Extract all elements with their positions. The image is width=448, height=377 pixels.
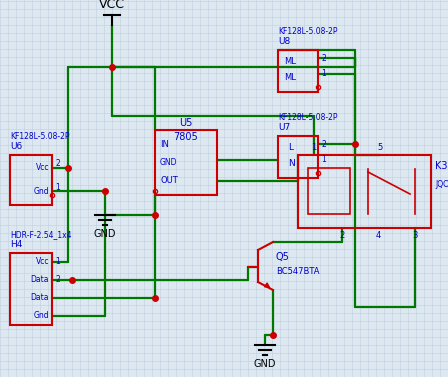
Bar [278,50,318,92]
Text: GND: GND [254,359,276,369]
Text: 2: 2 [321,54,326,63]
Text: Vcc: Vcc [35,257,49,267]
Text: ML: ML [284,73,296,82]
Text: 1: 1 [311,143,317,152]
Text: 3: 3 [412,231,418,240]
Text: IN: IN [160,140,169,149]
Text: GND: GND [94,229,116,239]
Text: Gnd: Gnd [33,187,49,196]
Text: 1: 1 [321,155,326,164]
Text: L: L [288,143,293,152]
Text: Q5: Q5 [276,252,290,262]
Text: 5: 5 [378,143,383,152]
Bar [10,253,52,325]
Text: 7805: 7805 [174,132,198,142]
Text: U5: U5 [179,118,193,128]
Text: Data: Data [30,294,49,302]
Text: 4: 4 [375,231,380,240]
Text: 2: 2 [339,231,345,240]
Bar [278,136,318,178]
Text: 2: 2 [321,140,326,149]
Text: JQC-3FF/12VDC-: JQC-3FF/12VDC- [435,180,448,189]
Text: KF128L-5.08-2P: KF128L-5.08-2P [10,132,69,141]
Text: OUT: OUT [160,176,178,185]
Text: BC547BTA: BC547BTA [276,267,319,276]
Text: HDR-F-2.54_1x4: HDR-F-2.54_1x4 [10,230,72,239]
Text: N: N [288,159,295,168]
Text: Vcc: Vcc [35,163,49,172]
Text: 1: 1 [55,183,60,192]
Text: Data: Data [30,276,49,285]
Text: K3: K3 [435,161,448,171]
Text: U8: U8 [278,37,290,46]
Bar [155,130,217,195]
Text: VCC: VCC [99,0,125,11]
Text: U6: U6 [10,142,22,151]
Text: KF128L-5.08-2P: KF128L-5.08-2P [278,113,337,122]
Text: U7: U7 [278,123,290,132]
Text: 1: 1 [321,69,326,78]
Text: ML: ML [284,57,296,66]
Bar [10,155,52,205]
Text: KF128L-5.08-2P: KF128L-5.08-2P [278,27,337,36]
Text: GND: GND [160,158,177,167]
Text: 1: 1 [55,257,60,267]
Text: Gnd: Gnd [33,311,49,320]
Bar [308,168,350,214]
Text: 2: 2 [55,159,60,169]
Text: H4: H4 [10,240,22,249]
Text: 2: 2 [55,276,60,285]
Bar [298,155,431,228]
